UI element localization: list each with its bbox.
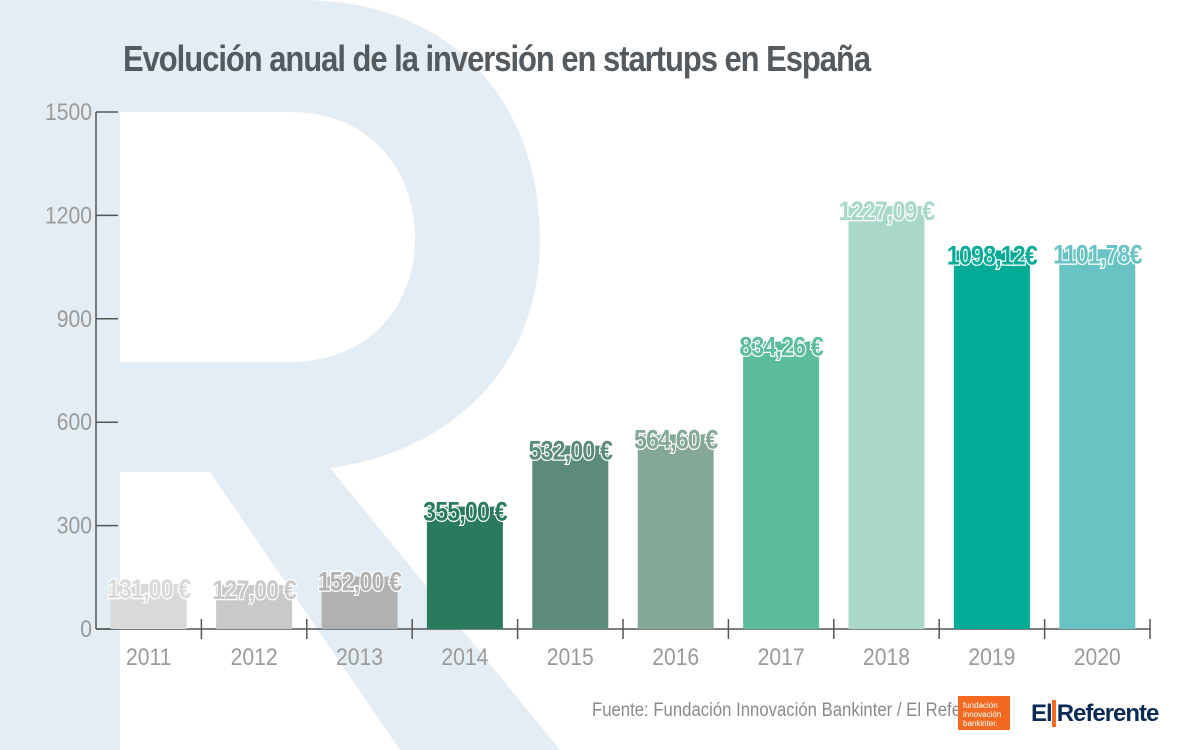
bar-value-label: 564,60 € bbox=[634, 425, 718, 455]
source-note: Fuente: Fundación Innovación Bankinter /… bbox=[592, 700, 1000, 721]
chart-title: Evolución anual de la inversión en start… bbox=[123, 38, 871, 79]
bars bbox=[110, 206, 1136, 629]
bar bbox=[426, 506, 503, 629]
x-tick-label: 2020 bbox=[1074, 644, 1121, 671]
x-tick-label: 2012 bbox=[231, 644, 278, 671]
bar-value-label: 355,00 € bbox=[423, 497, 507, 527]
x-tick-label: 2017 bbox=[758, 644, 805, 671]
x-tick-label: 2013 bbox=[336, 644, 383, 671]
x-tick-label: 2019 bbox=[968, 644, 1015, 671]
bar-value-label: 1101,78€ bbox=[1053, 240, 1143, 270]
labels: 131,00 € 2011 127,00 € 2012 152,00 € 2013 355,… bbox=[106, 195, 1145, 671]
fib-logo-line: innovación bbox=[963, 710, 1002, 719]
y-tick-label: 1500 bbox=[45, 99, 92, 126]
bar bbox=[216, 585, 293, 629]
fib-logo-line: bankinter. bbox=[963, 719, 998, 728]
bar bbox=[637, 434, 714, 629]
y-tick-label: 1200 bbox=[45, 202, 92, 229]
x-tick-label: 2015 bbox=[547, 644, 594, 671]
bar-value-label: 131,00 € bbox=[107, 574, 191, 604]
referente-logo-referente: Referente bbox=[1051, 700, 1159, 727]
x-tick-label: 2011 bbox=[126, 644, 171, 671]
bar bbox=[1059, 249, 1136, 629]
x-tick-label: 2016 bbox=[652, 644, 699, 671]
bar-value-label: 127,00 € bbox=[212, 576, 296, 606]
bar bbox=[321, 576, 398, 629]
x-tick-label: 2018 bbox=[863, 644, 910, 671]
bar bbox=[532, 445, 609, 629]
bar-value-label: 152,00 € bbox=[318, 567, 402, 597]
bar-value-label: 1098,12€ bbox=[947, 241, 1038, 271]
y-tick-label: 300 bbox=[57, 512, 92, 539]
y-tick-label: 600 bbox=[57, 409, 92, 436]
bar-value-label: 532,00 € bbox=[529, 436, 613, 466]
bar bbox=[848, 206, 925, 629]
el-referente-logo: El Referente bbox=[1031, 700, 1159, 728]
referente-logo-el: El bbox=[1031, 700, 1053, 727]
x-tick-label: 2014 bbox=[441, 644, 488, 671]
y-tick-label: 0 bbox=[80, 616, 92, 643]
fundacion-bankinter-logo: fundación innovación bankinter. bbox=[958, 696, 1010, 730]
bar-value-label: 1227,09 € bbox=[839, 196, 935, 226]
bar-value-label: 834,26 € bbox=[739, 332, 823, 362]
y-tick-label: 900 bbox=[57, 306, 92, 333]
bar bbox=[953, 250, 1030, 629]
fib-logo-line: fundación bbox=[963, 701, 998, 710]
bar bbox=[743, 341, 820, 629]
bar bbox=[110, 583, 187, 629]
